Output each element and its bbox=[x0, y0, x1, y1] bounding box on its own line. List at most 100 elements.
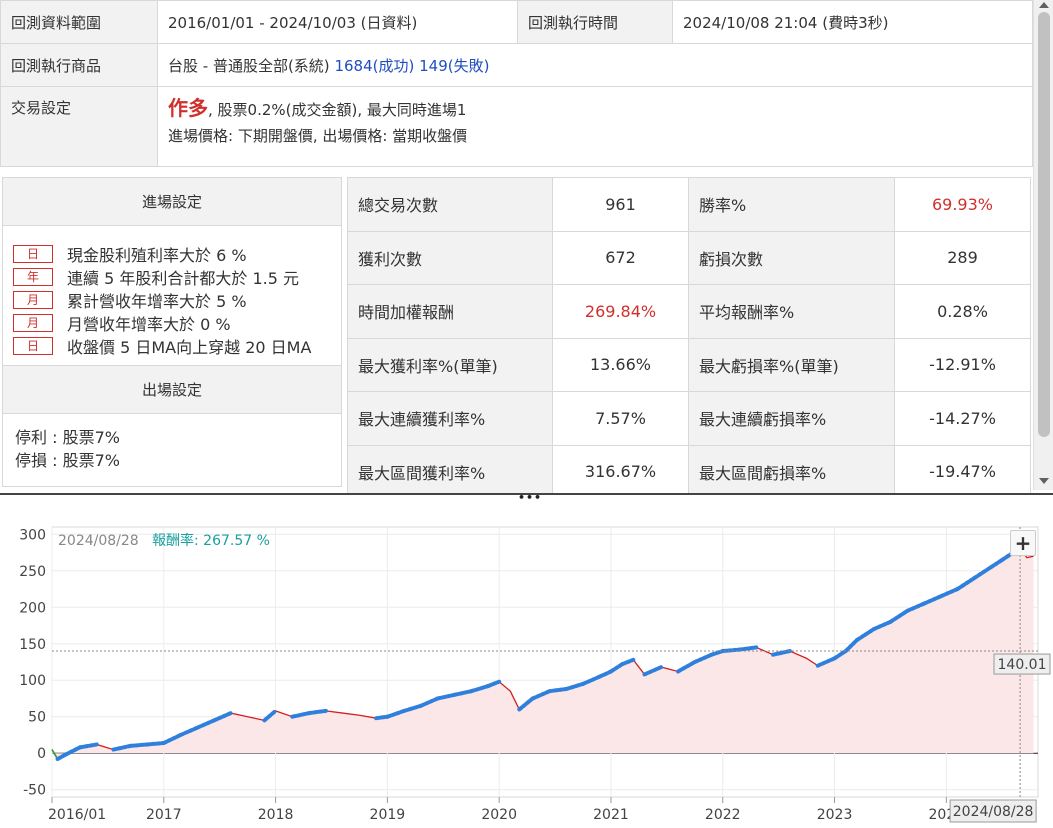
exec-time-value: 2024/10/08 21:04 (費時3秒) bbox=[672, 0, 1033, 44]
stat-value: 13.66% bbox=[552, 337, 689, 392]
product-label: 回測執行商品 bbox=[0, 43, 158, 87]
x-tick-label: 2021 bbox=[593, 807, 629, 823]
gain-segment bbox=[921, 594, 943, 606]
legend-return-value: 報酬率: 267.57 % bbox=[152, 532, 270, 549]
stat-label: 最大區間虧損率% bbox=[688, 444, 895, 499]
product-success-link[interactable]: 1684(成功) bbox=[334, 56, 415, 75]
x-tick-label: 2022 bbox=[705, 807, 741, 823]
entry-condition: 日收盤價 5 日MA向上穿越 20 日MA bbox=[13, 334, 331, 357]
stat-value: 289 bbox=[894, 230, 1031, 285]
gain-segment bbox=[402, 703, 423, 713]
gain-segment bbox=[262, 708, 278, 723]
stat-label: 最大連續獲利率% bbox=[347, 391, 553, 446]
entry-condition-list: 日現金股利殖利率大於 6 % 年連續 5 年股利合計都大於 1.5 元 月累計營… bbox=[3, 226, 341, 366]
gain-segment bbox=[608, 662, 625, 674]
gain-segment bbox=[128, 742, 150, 748]
stat-value: -14.27% bbox=[894, 391, 1031, 446]
gain-segment bbox=[385, 708, 407, 719]
gain-segment bbox=[815, 656, 837, 668]
gain-segment bbox=[854, 627, 876, 643]
x-tick-label: 2019 bbox=[370, 807, 406, 823]
gain-segment bbox=[843, 638, 859, 654]
entry-condition: 月月營收年增率大於 0 % bbox=[13, 311, 331, 334]
y-tick-label: 0 bbox=[37, 746, 46, 762]
trade-price: 進場價格: 下期開盤價, 出場價格: 當期收盤價 bbox=[168, 127, 468, 145]
scroll-up-icon[interactable] bbox=[1039, 2, 1049, 8]
stat-value: 7.57% bbox=[552, 391, 689, 446]
gain-segment bbox=[418, 696, 440, 708]
gain-segment bbox=[955, 576, 977, 592]
y-tick-label: 250 bbox=[19, 564, 46, 580]
gain-segment bbox=[452, 689, 474, 697]
scrollbar-thumb[interactable] bbox=[1038, 12, 1050, 437]
x-tick-label: 2017 bbox=[146, 807, 182, 823]
gain-segment bbox=[178, 725, 200, 737]
gain-segment bbox=[676, 660, 697, 674]
panel-divider[interactable]: ••• bbox=[0, 491, 1053, 504]
entry-header: 進場設定 bbox=[3, 178, 341, 226]
scroll-down-icon[interactable] bbox=[1039, 478, 1049, 484]
product-fail-link[interactable]: 149(失敗) bbox=[419, 56, 490, 75]
stats-row: 總交易次數 961 勝率% 69.93% bbox=[347, 177, 1031, 232]
divider-handle-icon[interactable]: ••• bbox=[518, 491, 543, 504]
x-tick-label: 2016/01 bbox=[48, 807, 106, 823]
condition-text: 收盤價 5 日MA向上穿越 20 日MA bbox=[67, 337, 312, 357]
vertical-scrollbar[interactable] bbox=[1033, 0, 1053, 490]
zoom-in-button[interactable]: + bbox=[1010, 530, 1036, 556]
trade-label: 交易設定 bbox=[0, 86, 158, 167]
crosshair-y-label: 140.01 bbox=[998, 657, 1047, 673]
gain-segment bbox=[469, 684, 490, 694]
gain-segment bbox=[564, 681, 586, 691]
stat-label: 勝率% bbox=[688, 177, 895, 232]
stat-label: 時間加權報酬 bbox=[347, 284, 553, 339]
entry-condition: 日現金股利殖利率大於 6 % bbox=[13, 242, 331, 265]
trade-value: 作多, 股票0.2%(成交金額), 最大同時進場1 進場價格: 下期開盤價, 出… bbox=[157, 86, 1033, 167]
gain-segment bbox=[871, 619, 893, 632]
condition-tag: 日 bbox=[13, 336, 53, 355]
trade-direction: 作多 bbox=[168, 96, 208, 120]
gain-segment bbox=[989, 557, 1005, 570]
gain-segment bbox=[581, 674, 602, 686]
crosshair-x-label: 2024/08/28 bbox=[953, 804, 1034, 820]
area-fill bbox=[52, 547, 1034, 760]
stats-table: 總交易次數 961 勝率% 69.93% 獲利次數 672 虧損次數 289 時間加權報酬 269… bbox=[347, 177, 1031, 499]
condition-text: 月營收年增率大於 0 % bbox=[67, 314, 231, 334]
gain-segment bbox=[547, 687, 569, 694]
stat-label: 虧損次數 bbox=[688, 230, 895, 285]
gain-segment bbox=[435, 692, 457, 701]
gain-segment bbox=[737, 645, 759, 652]
gain-segment bbox=[771, 649, 792, 657]
stats-row: 最大區間獲利率% 316.67% 最大區間虧損率% -19.47% bbox=[347, 444, 1031, 499]
stat-label: 平均報酬率% bbox=[688, 284, 895, 339]
stat-label: 獲利次數 bbox=[347, 230, 553, 285]
crosshair-x-box bbox=[949, 799, 1037, 823]
gain-segment bbox=[620, 657, 636, 667]
exec-time-label: 回測執行時間 bbox=[517, 0, 673, 44]
trade-fee: , 股票0.2%(成交金額), 最大同時進場1 bbox=[208, 101, 467, 119]
condition-text: 現金股利殖利率大於 6 % bbox=[67, 245, 247, 265]
stats-row: 時間加權報酬 269.84% 平均報酬率% 0.28% bbox=[347, 284, 1031, 339]
x-tick-label: 2020 bbox=[481, 807, 517, 823]
gain-segment bbox=[972, 565, 994, 581]
range-label: 回測資料範圍 bbox=[0, 0, 158, 44]
y-tick-label: 200 bbox=[19, 600, 46, 616]
stat-label: 最大連續虧損率% bbox=[688, 391, 895, 446]
condition-tag: 月 bbox=[13, 313, 53, 332]
stat-value: 672 bbox=[552, 230, 689, 285]
condition-tag: 日 bbox=[13, 244, 53, 263]
gain-segment bbox=[905, 601, 926, 613]
stat-value: -19.47% bbox=[894, 444, 1031, 499]
gain-segment bbox=[111, 743, 133, 752]
gain-segment bbox=[77, 742, 99, 750]
backtest-info-table: 回測資料範圍 2016/01/01 - 2024/10/03 (日資料) 回測執… bbox=[0, 0, 1033, 167]
stat-value: 69.93% bbox=[894, 177, 1031, 232]
x-tick-label: 2023 bbox=[817, 807, 853, 823]
y-tick-label: 100 bbox=[19, 673, 46, 689]
exit-condition-list: 停利 : 股票7% 停損 : 股票7% bbox=[3, 414, 341, 484]
stat-value: 316.67% bbox=[552, 444, 689, 499]
gain-segment bbox=[692, 652, 714, 664]
legend-date: 2024/08/28 bbox=[58, 533, 139, 549]
return-chart[interactable]: 300 250 200 150 100 50 0 -50 2016/01 2017 2018 2019… bbox=[0, 505, 1053, 828]
stat-label: 最大區間獲利率% bbox=[347, 444, 553, 499]
